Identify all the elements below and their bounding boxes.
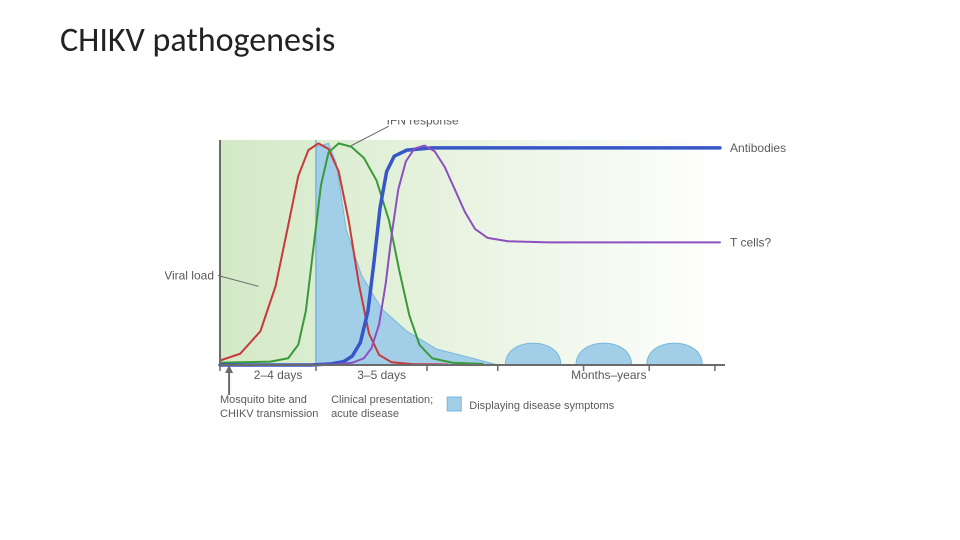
legend-swatch [447, 397, 461, 411]
legend-label: Displaying disease symptoms [469, 400, 614, 412]
below-label: CHIKV transmission [220, 408, 318, 420]
pathogenesis-chart: 2–4 days 3–5 days Months–years Mosquito bit… [165, 120, 795, 450]
page-title: CHIKV pathogenesis [60, 20, 335, 61]
phase-label: Months–years [571, 368, 646, 382]
t-cells-label: T cells? [730, 235, 771, 249]
ifn-response-label: IFN response [387, 120, 459, 127]
below-label: Mosquito bite and [220, 394, 307, 406]
below-label: acute disease [331, 408, 399, 420]
phase-label: 2–4 days [254, 368, 303, 382]
antibodies-label: Antibodies [730, 141, 786, 155]
viral-load-label: Viral load [165, 269, 214, 283]
below-label: Clinical presentation; [331, 394, 433, 406]
phase-label: 3–5 days [357, 368, 406, 382]
